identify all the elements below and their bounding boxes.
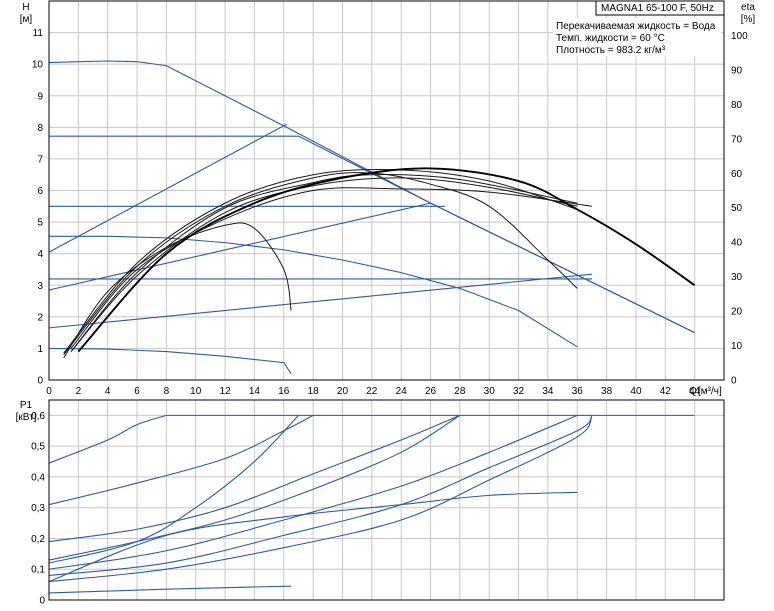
y-tick-label: 0 — [37, 376, 43, 387]
x-axis-label: Q — [689, 386, 697, 397]
x-tick-label: 12 — [220, 386, 232, 397]
y-tick-label: 8 — [37, 123, 43, 134]
y2-tick-label: 70 — [731, 134, 743, 145]
y2-tick-label: 90 — [731, 65, 743, 76]
head-curve-11 — [70, 177, 578, 352]
x-tick-label: 32 — [513, 386, 525, 397]
y2-tick-label: 80 — [731, 100, 743, 111]
plot-frame-bottom — [48, 399, 725, 601]
p1-tick-label: 0,1 — [31, 565, 45, 576]
y-tick-label: 11 — [33, 28, 44, 39]
power-curve-4 — [48, 414, 578, 570]
x-tick-label: 40 — [630, 386, 642, 397]
x-tick-label: 34 — [542, 386, 554, 397]
x-tick-label: 22 — [366, 386, 378, 397]
x-tick-label: 8 — [164, 386, 170, 397]
y-tick-label: 4 — [37, 249, 43, 260]
head-curve-6 — [48, 123, 287, 253]
x-tick-label: 2 — [76, 386, 82, 397]
x-tick-label: 0 — [46, 386, 52, 397]
p1-tick-label: 0,3 — [31, 503, 45, 514]
plot-frame-top — [48, 0, 725, 381]
y-tick-label: 3 — [37, 281, 43, 292]
y2-tick-label: 50 — [731, 203, 743, 214]
p1-tick-label: 0,5 — [31, 442, 45, 453]
power-curve-9 — [48, 585, 292, 594]
power-curve-5 — [48, 415, 593, 576]
x-tick-label: 18 — [308, 386, 320, 397]
head-curve-3 — [49, 235, 578, 348]
x-tick-label: 42 — [660, 386, 672, 397]
curves-head-efficiency — [48, 60, 696, 374]
power-curve-1 — [48, 414, 314, 506]
p1-tick-label: 0,4 — [31, 472, 45, 483]
p1-axis-label: P1 — [20, 400, 33, 411]
y2-tick-label: 40 — [731, 238, 743, 249]
p1-tick-label: 0,6 — [31, 411, 45, 422]
x-tick-label: 26 — [425, 386, 437, 397]
p1-tick-label: 0,2 — [31, 534, 45, 545]
y-axis-label: H — [22, 2, 29, 13]
note-liquid: Перекачиваемая жидкость = Вода — [556, 21, 716, 32]
y-axis-unit: [м] — [20, 14, 33, 25]
y2-axis-label: eta — [741, 2, 755, 13]
power-curve-2 — [48, 414, 461, 543]
x-tick-label: 4 — [105, 386, 111, 397]
head-curve-14 — [70, 187, 593, 349]
y2-tick-label: 0 — [731, 376, 737, 387]
x-tick-label: 30 — [484, 386, 496, 397]
power-curve-6 — [48, 415, 593, 583]
power-curve-0 — [48, 414, 167, 464]
head-curve-9 — [63, 222, 292, 359]
x-tick-label: 28 — [454, 386, 466, 397]
y-tick-label: 10 — [32, 60, 44, 71]
curves-power — [48, 414, 695, 594]
y-tick-label: 9 — [37, 91, 43, 102]
x-tick-label: 38 — [601, 386, 613, 397]
head-curve-5 — [48, 347, 292, 374]
y2-axis-unit: [%] — [741, 14, 756, 25]
y2-tick-label: 30 — [731, 272, 743, 283]
x-tick-label: 44 — [689, 386, 701, 397]
x-tick-label: 14 — [249, 386, 261, 397]
note-temperature: Темп. жидкости = 60 °C — [556, 33, 665, 44]
grid-bottom — [48, 400, 724, 601]
p1-axis-unit: [кВт] — [16, 412, 37, 423]
x-tick-label: 16 — [278, 386, 290, 397]
x-tick-label: 10 — [190, 386, 202, 397]
title-box — [595, 0, 725, 16]
power-curve-8 — [48, 491, 578, 583]
y2-tick-label: 60 — [731, 169, 743, 180]
y2-tick-label: 100 — [731, 31, 748, 42]
head-curve-10 — [63, 172, 578, 356]
grid-top — [48, 1, 724, 381]
y-tick-label: 7 — [37, 154, 43, 165]
head-curve-7 — [48, 202, 431, 291]
y-tick-label: 1 — [37, 344, 43, 355]
y-tick-label: 6 — [37, 186, 43, 197]
chart-title: MAGNA1 65-100 F, 50Hz — [601, 3, 714, 14]
y2-tick-label: 20 — [731, 307, 743, 318]
head-curve-15 — [77, 167, 696, 353]
p1-tick-label: 0 — [39, 596, 45, 607]
y2-tick-label: 10 — [731, 341, 743, 352]
x-tick-label: 6 — [134, 386, 140, 397]
power-curve-3 — [48, 414, 461, 561]
x-tick-label: 20 — [337, 386, 349, 397]
y-tick-label: 5 — [37, 218, 43, 229]
x-tick-label: 36 — [572, 386, 584, 397]
head-curve-12 — [70, 174, 578, 352]
x-axis-unit: [м³/ч] — [698, 386, 722, 397]
head-curve-8 — [48, 273, 592, 329]
tick-labels: 0 2 4 6 8 10 12 14 16 18 20 22 24 26 28 30 32 34 36 38 40 42 4… — [31, 28, 748, 606]
note-density: Плотность = 983.2 кг/м³ — [556, 45, 666, 56]
x-tick-label: 24 — [396, 386, 408, 397]
notes-background — [553, 18, 721, 56]
power-curve-7 — [48, 415, 299, 564]
head-curve-13 — [63, 168, 578, 354]
y-tick-label: 2 — [37, 312, 43, 323]
